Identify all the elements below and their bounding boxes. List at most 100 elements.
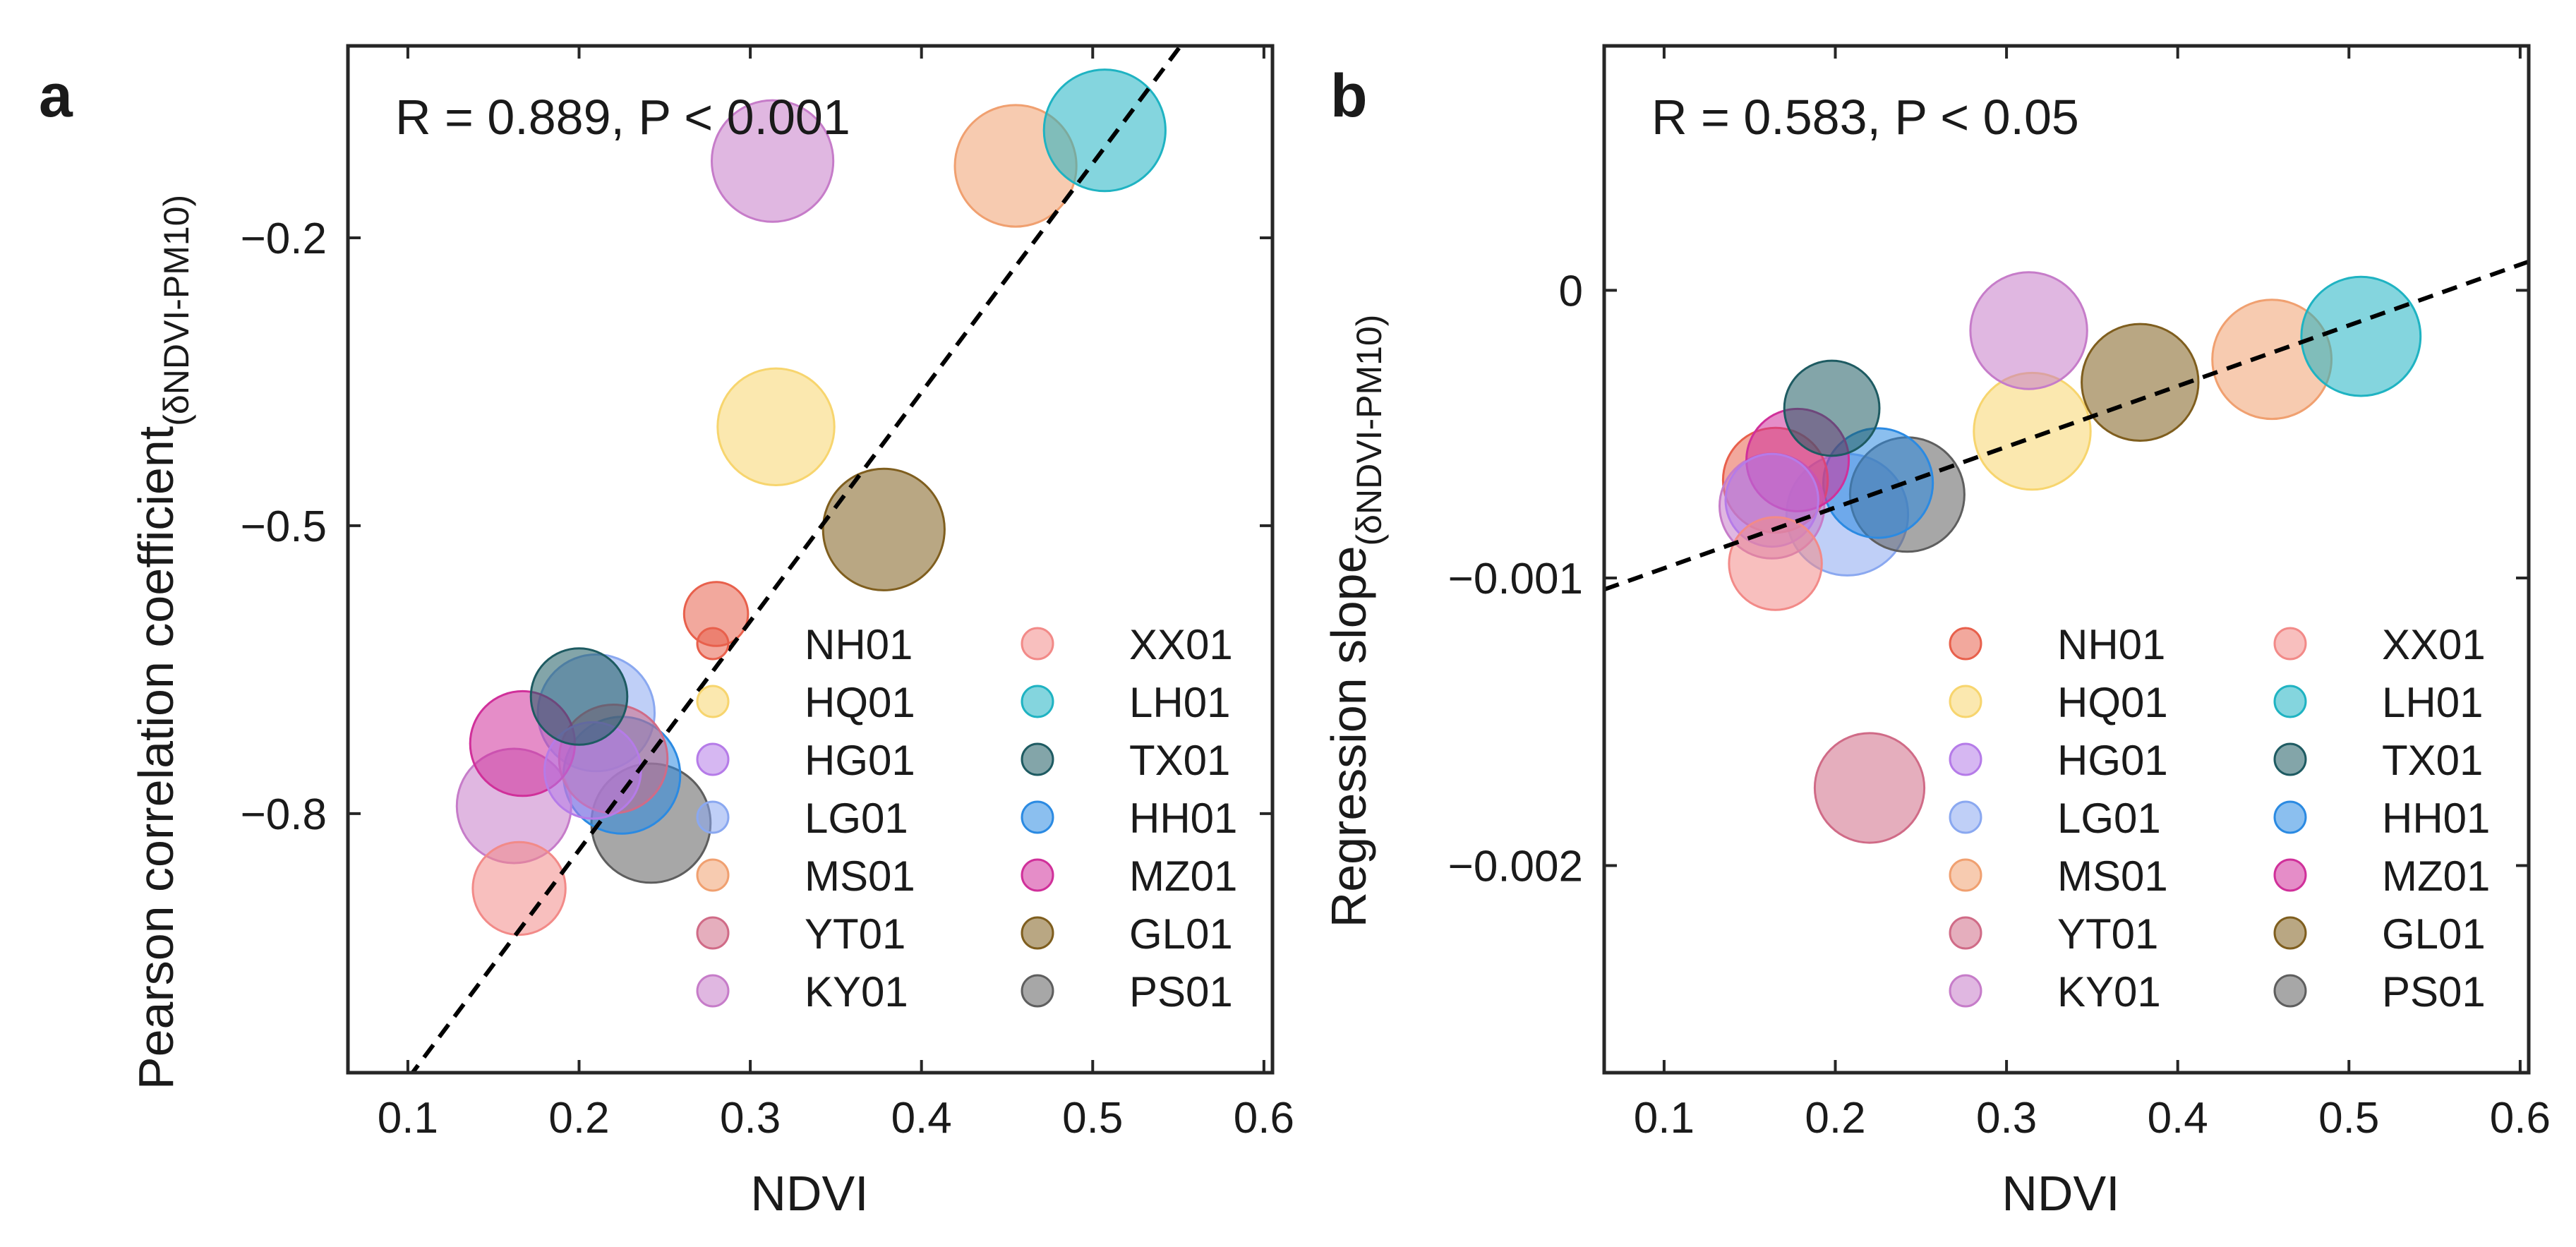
panel-a-legend-marker-hh01	[1021, 800, 1054, 834]
panel-b: NH01 HQ01 HG01 LG01 MS01 YT01 KY01 XX01 LH01 TX01…	[1321, 44, 2551, 1221]
panel-b-xtick-label: 0.1	[1634, 1094, 1695, 1143]
panel-b-legend-marker-xx01	[2273, 627, 2307, 661]
panel-a-xtick-label: 0.2	[548, 1094, 609, 1143]
panel-a-xtick-label: 0.5	[1062, 1094, 1123, 1143]
panel-a-legend-marker-lg01	[696, 800, 730, 834]
panel-b-legend-label-xx01: XX01	[2382, 621, 2486, 668]
panel-a-legend-marker-ky01	[696, 974, 730, 1008]
panel-a-legend-label-ps01: PS01	[1129, 968, 1233, 1016]
panel-a-label: a	[39, 62, 73, 130]
panel-b-legend-marker-lg01	[1949, 800, 1982, 834]
panel-a-axes-box	[346, 44, 1275, 1075]
panel-b-point-tx01	[1783, 359, 1881, 457]
panel-a-legend: NH01 HQ01 HG01 LG01 MS01 YT01 KY01 XX01 LH01 TX01…	[696, 621, 1237, 1016]
panel-a-legend-label-lg01: LG01	[805, 795, 908, 842]
panel-b-axes-box	[1602, 44, 2531, 1075]
panel-b-legend-marker-ms01	[1949, 858, 1982, 892]
panel-b-points	[1719, 271, 2422, 844]
panel-b-legend-marker-mz01	[2273, 858, 2307, 892]
panel-a-legend-marker-ps01	[1021, 974, 1054, 1008]
panel-a-xlabel: NDVI	[750, 1166, 868, 1221]
panel-b-xtick-label: 0.3	[1976, 1094, 2037, 1143]
panel-b-legend-marker-tx01	[2273, 742, 2307, 776]
panel-b-ylabel-group: Regression slope(δNDVI-PM10)	[1321, 315, 1389, 928]
panel-a-ytick-label: −0.5	[241, 502, 327, 551]
panel-b-legend-marker-hh01	[2273, 800, 2307, 834]
panel-b-legend-marker-gl01	[2273, 916, 2307, 950]
panel-a-axes: 0.1 0.2 0.3 0.4 0.5 0.6 −0.8 −0.5 −0.2	[241, 44, 1294, 1143]
panel-b-legend-marker-ky01	[1949, 974, 1982, 1008]
svg-text:Regression slope(δNDVI-PM10): Regression slope(δNDVI-PM10)	[1321, 315, 1389, 928]
panel-a-ylabel-group: Pearson correlation coefficient(δNDVI-PM…	[128, 195, 196, 1090]
panel-a-legend-label-ms01: MS01	[805, 853, 915, 900]
panel-a-legend-label-hh01: HH01	[1129, 795, 1237, 842]
panel-a-legend-label-hq01: HQ01	[805, 679, 915, 726]
panel-a-legend-label-mz01: MZ01	[1129, 853, 1237, 900]
panel-b-ytick-label: −0.002	[1448, 843, 1583, 891]
panel-b-xlabel: NDVI	[2002, 1166, 2119, 1221]
panel-b-ytick-label: −0.001	[1448, 555, 1583, 603]
panel-b-point-lh01	[2300, 275, 2422, 397]
panel-b-legend-label-yt01: YT01	[2057, 910, 2158, 958]
panel-a-point-ky01	[711, 99, 835, 223]
svg-text:Pearson correlation coefficien: Pearson correlation coefficient(δNDVI-PM…	[128, 195, 196, 1090]
panel-b-legend-label-gl01: GL01	[2382, 910, 2486, 958]
panel-b-legend-label-lg01: LG01	[2057, 795, 2161, 842]
panel-b-xtick-label: 0.6	[2490, 1094, 2551, 1143]
panel-a-legend-label-hg01: HG01	[805, 737, 915, 784]
panel-a-legend-marker-nh01	[696, 627, 730, 661]
panel-b-point-gl01	[2081, 323, 2200, 442]
panel-a-ytick-label: −0.8	[241, 790, 327, 839]
panel-b-fit-line	[1604, 259, 2529, 592]
panel-b-legend-label-ky01: KY01	[2057, 968, 2161, 1016]
panel-a-point-lh01	[1042, 68, 1167, 193]
panel-b-xtick-label: 0.2	[1805, 1094, 1865, 1143]
panel-a-legend-marker-ms01	[696, 858, 730, 892]
panel-a-legend-marker-xx01	[1021, 627, 1054, 661]
panel-a-ylabel: Pearson correlation coefficient	[128, 426, 183, 1090]
panel-a-legend-label-tx01: TX01	[1129, 737, 1230, 784]
panel-a-fit-line	[409, 46, 1184, 1073]
panel-a-xtick-label: 0.4	[891, 1094, 952, 1143]
panel-b-legend-marker-lh01	[2273, 685, 2307, 718]
panel-a-legend-label-nh01: NH01	[805, 621, 913, 668]
panel-a-legend-marker-hg01	[696, 742, 730, 776]
panel-a-legend-marker-gl01	[1021, 916, 1054, 950]
panel-b-ylabel-subscript: (δNDVI-PM10)	[1349, 315, 1389, 546]
panel-b-legend-marker-hg01	[1949, 742, 1982, 776]
panel-b-legend-label-mz01: MZ01	[2382, 853, 2490, 900]
panel-b-legend-label-ps01: PS01	[2382, 968, 2486, 1016]
panel-a-legend-label-yt01: YT01	[805, 910, 905, 958]
panel-b-legend-marker-yt01	[1949, 916, 1982, 950]
panel-b-axes: 0.1 0.2 0.3 0.4 0.5 0.6 −0.002 −0.001 0	[1448, 44, 2551, 1143]
panel-b-ytick-label: 0	[1559, 267, 1583, 315]
panel-a-legend-label-xx01: XX01	[1129, 621, 1233, 668]
panel-a-legend-marker-yt01	[696, 916, 730, 950]
panel-a-point-xx01	[471, 841, 567, 936]
panel-a-xtick-label: 0.6	[1234, 1094, 1294, 1143]
panel-b-legend-label-nh01: NH01	[2057, 621, 2165, 668]
panel-b-legend: NH01 HQ01 HG01 LG01 MS01 YT01 KY01 XX01 LH01 TX01…	[1949, 621, 2490, 1016]
panel-b-legend-label-hq01: HQ01	[2057, 679, 2168, 726]
panel-b-legend-label-ms01: MS01	[2057, 853, 2168, 900]
panel-b-label: b	[1330, 62, 1368, 130]
panel-a-legend-marker-mz01	[1021, 858, 1054, 892]
panel-b-legend-marker-nh01	[1949, 627, 1982, 661]
panel-b-xtick-label: 0.4	[2148, 1094, 2208, 1143]
panel-b-point-yt01	[1813, 732, 1926, 844]
panel-a-points	[455, 68, 1167, 936]
panel-b-point-ky01	[1969, 271, 2088, 390]
panel-a-legend-marker-tx01	[1021, 742, 1054, 776]
panel-a-point-hq01	[716, 367, 836, 486]
panel-b-legend-marker-ps01	[2273, 974, 2307, 1008]
panel-a-legend-label-lh01: LH01	[1129, 679, 1230, 726]
panel-b-legend-label-lh01: LH01	[2382, 679, 2483, 726]
panel-a-ytick-label: −0.2	[241, 215, 327, 263]
panel-b-legend-marker-hq01	[1949, 685, 1982, 718]
panel-b-point-xx01	[1728, 516, 1823, 611]
panel-b-ylabel: Regression slope	[1321, 546, 1376, 928]
panel-b-legend-label-hg01: HG01	[2057, 737, 2168, 784]
panel-a-annotation: R = 0.889, P < 0.001	[395, 90, 850, 145]
